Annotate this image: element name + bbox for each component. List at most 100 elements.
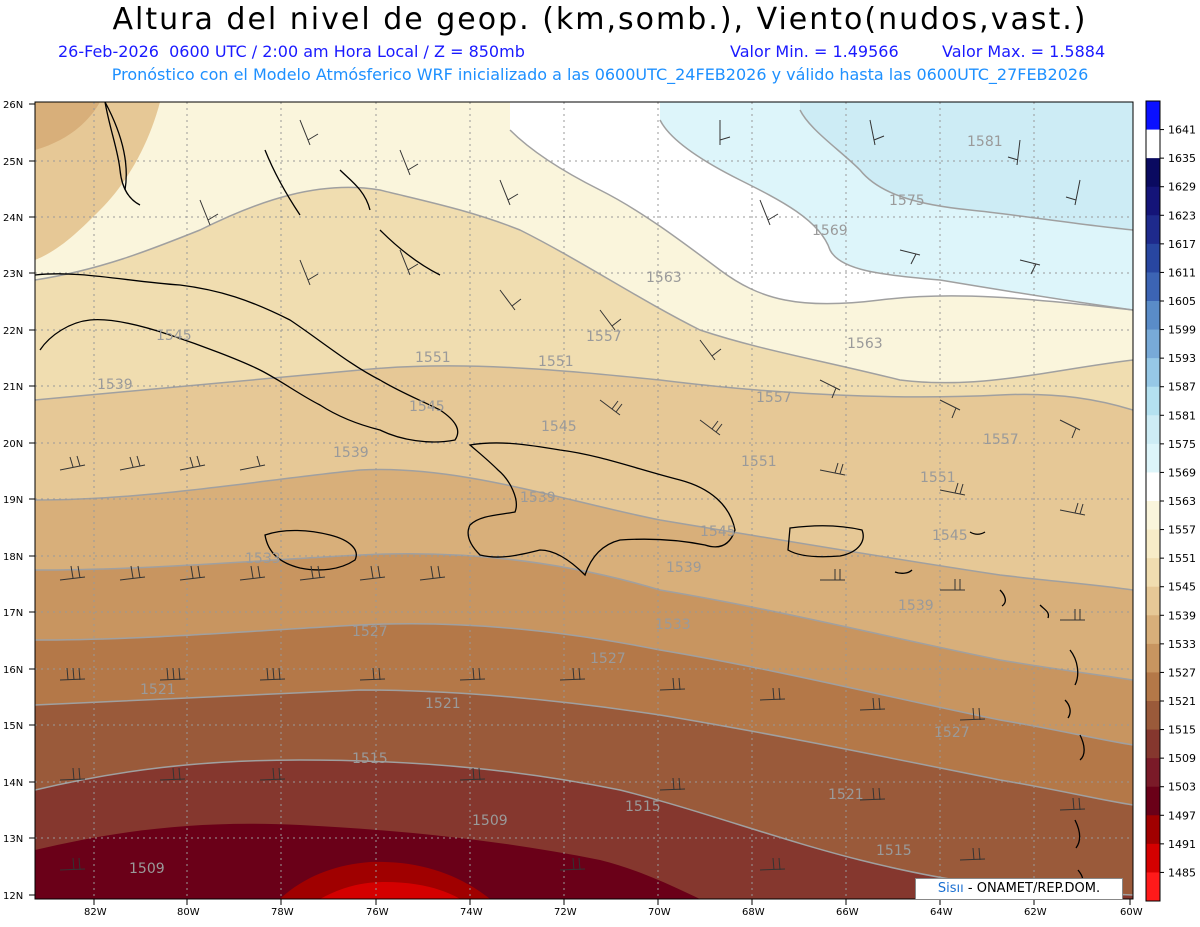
contour-label: 1539	[666, 560, 702, 576]
contour-label: 1527	[352, 624, 388, 640]
colorbar-swatch	[1146, 843, 1160, 873]
contour-label: 1551	[538, 354, 574, 370]
lat-tick-label: 17N	[3, 608, 23, 619]
colorbar-label: 1587	[1168, 381, 1196, 394]
contour-label: 1545	[156, 328, 192, 344]
latitude-axis: 26N 25N 24N 23N 22N 21N 20N 19N 18N 17N …	[3, 100, 23, 902]
colorbar-label: 1593	[1168, 352, 1196, 365]
contour-label: 1515	[876, 843, 912, 859]
colorbar-label: 1503	[1168, 781, 1196, 794]
contour-label: 1533	[245, 551, 281, 567]
colorbar-label: 1605	[1168, 295, 1196, 308]
contour-label: 1545	[409, 399, 445, 415]
longitude-axis: 82W 80W 78W 76W 74W 72W 70W 68W 66W 64W …	[84, 907, 1143, 918]
colorbar-swatch	[1146, 186, 1160, 216]
contour-label: 1533	[655, 617, 691, 633]
lat-tick-marks	[29, 103, 35, 896]
colorbar-swatch	[1146, 558, 1160, 588]
contour-label: 1569	[812, 223, 848, 239]
credit-text: - ONAMET/REP.DOM.	[963, 881, 1101, 896]
contour-label: 1545	[541, 419, 577, 435]
lat-tick-label: 18N	[3, 552, 23, 563]
contour-label: 1557	[983, 432, 1019, 448]
contour-label: 1551	[415, 350, 451, 366]
colorbar-swatch	[1146, 472, 1160, 502]
colorbar-swatch	[1146, 615, 1160, 645]
contour-label: 1521	[140, 682, 176, 698]
colorbar-label: 1545	[1168, 581, 1196, 594]
colorbar-swatch	[1146, 672, 1160, 702]
florida-coast	[104, 102, 141, 206]
lon-tick-label: 62W	[1024, 907, 1047, 918]
jamaica-coast	[264, 529, 357, 571]
contour-label: 1515	[625, 799, 661, 815]
colorbar-label: 1641	[1168, 124, 1196, 137]
contour-label: 1509	[472, 813, 508, 829]
lon-tick-label: 66W	[836, 907, 859, 918]
lon-tick-label: 60W	[1120, 907, 1143, 918]
graticule	[35, 102, 1133, 899]
lat-tick-label: 24N	[3, 213, 23, 224]
colorbar-swatch	[1146, 701, 1160, 731]
lon-tick-label: 68W	[742, 907, 765, 918]
map-frame	[34, 101, 1134, 900]
colorbar-swatch	[1146, 129, 1160, 159]
geopotential-shading	[35, 102, 1133, 899]
min-value-label: Valor Min. = 1.49566	[730, 42, 899, 61]
colorbar-swatch	[1146, 415, 1160, 445]
contour-label: 1551	[741, 454, 777, 470]
lat-tick-label: 25N	[3, 157, 23, 168]
colorbar-label: 1527	[1168, 666, 1196, 679]
lat-tick-label: 12N	[3, 891, 23, 902]
colorbar-label: 1491	[1168, 838, 1196, 851]
contour-label: 1515	[352, 751, 388, 767]
colorbar-label: 1521	[1168, 695, 1196, 708]
colorbar-swatch	[1146, 329, 1160, 359]
lon-tick-label: 78W	[271, 907, 294, 918]
colorbar-swatch	[1146, 158, 1160, 188]
lat-tick-label: 13N	[3, 834, 23, 845]
lat-tick-label: 23N	[3, 269, 23, 280]
subtitle-line: 26-Feb-2026 0600 UTC / 2:00 am Hora Loca…	[0, 42, 1200, 122]
lat-tick-label: 26N	[3, 100, 23, 111]
contour-lines	[35, 109, 1133, 896]
contour-label: 1563	[847, 336, 883, 352]
lat-tick-label: 14N	[3, 778, 23, 789]
wind-barbs	[59, 119, 1086, 871]
lon-tick-label: 80W	[177, 907, 200, 918]
colorbar-swatch	[1146, 758, 1160, 788]
contour-label: 1509	[129, 861, 165, 877]
lat-tick-label: 15N	[3, 721, 23, 732]
lat-tick-label: 21N	[3, 382, 23, 393]
contour-label: 1539	[97, 377, 133, 393]
contour-label: 1575	[889, 193, 925, 209]
colorbar-label: 1581	[1168, 409, 1196, 422]
contour-label: 1527	[934, 725, 970, 741]
lon-tick-label: 64W	[930, 907, 953, 918]
colorbar-label: 1563	[1168, 495, 1196, 508]
colorbar-label: 1551	[1168, 552, 1196, 565]
contour-label: 1551	[920, 470, 956, 486]
colorbar-swatch	[1146, 815, 1160, 845]
contour-label: 1581	[967, 134, 1003, 150]
colorbar-swatch	[1146, 443, 1160, 473]
colorbar-swatch	[1146, 729, 1160, 759]
colorbar-label: 1497	[1168, 809, 1196, 822]
colorbar-swatch	[1146, 243, 1160, 273]
colorbar-swatch	[1146, 786, 1160, 816]
contour-label-group: 1581 1575 1569 1563 1563 1557 1557 1557 …	[97, 134, 1019, 877]
colorbar-label: 1599	[1168, 324, 1196, 337]
colorbar-swatch	[1146, 215, 1160, 245]
colorbar-label: 1617	[1168, 238, 1196, 251]
colorbar-label: 1485	[1168, 866, 1196, 879]
brand-label: Sis	[937, 881, 957, 896]
colorbar-label: 1623	[1168, 209, 1196, 222]
lon-tick-marks	[93, 899, 1131, 905]
contour-label: 1539	[898, 598, 934, 614]
colorbar-label: 1629	[1168, 181, 1196, 194]
lon-tick-label: 82W	[84, 907, 107, 918]
colorbar-swatch	[1146, 101, 1160, 131]
colorbar-label: 1635	[1168, 152, 1196, 165]
lon-tick-label: 74W	[460, 907, 483, 918]
